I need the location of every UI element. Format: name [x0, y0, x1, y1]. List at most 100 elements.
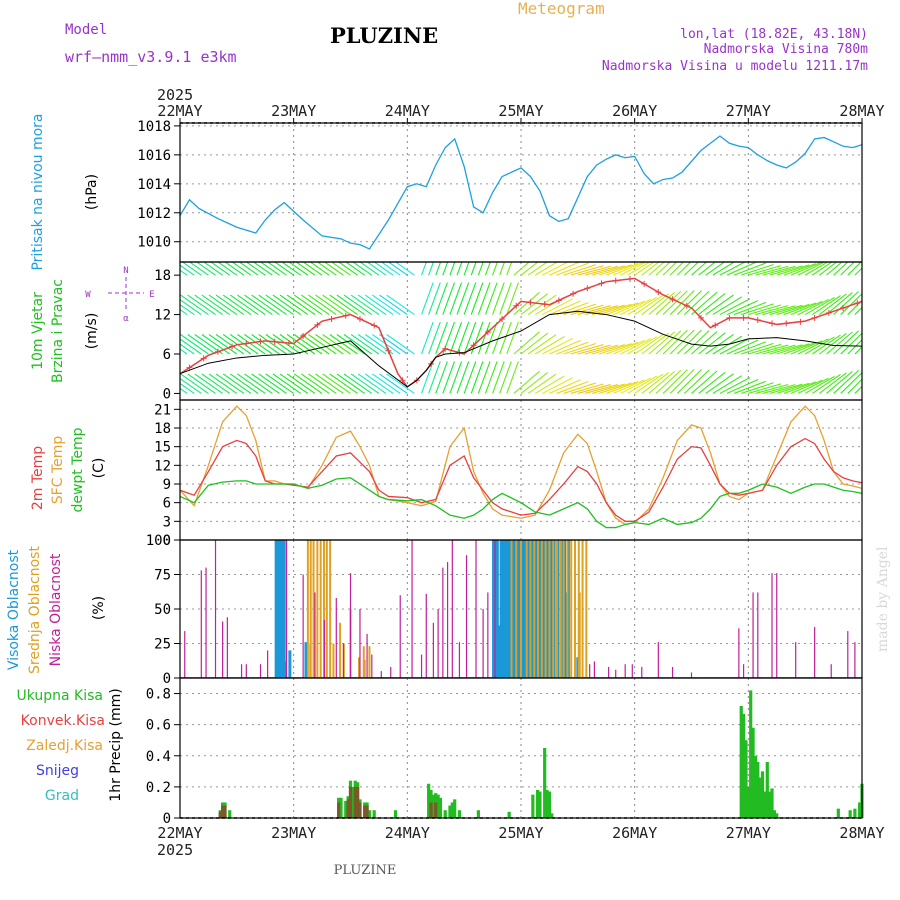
wind-barb [258, 294, 287, 316]
wind-barb [762, 384, 796, 394]
cloud-mid-bar [566, 540, 569, 678]
wind-barb [286, 373, 316, 394]
wind-barb [790, 379, 823, 394]
precip-total-bar [339, 797, 343, 818]
cloud-mid-bar [573, 540, 576, 678]
wind-barb [244, 373, 273, 394]
precip-total-bar [772, 810, 776, 818]
wind-barb [826, 331, 853, 355]
wind-barb [421, 321, 434, 355]
date-top-label: 23MAY [271, 102, 316, 120]
wind-barb [726, 339, 759, 355]
wind-gust-marker [683, 302, 690, 309]
cloud-mid-bar [332, 643, 335, 678]
cloud-mid-bar [581, 540, 584, 678]
precip-total-bar [545, 790, 549, 818]
wind-barb [286, 334, 316, 355]
wind-barb [210, 262, 231, 276]
cloud-high-bar [283, 661, 287, 678]
wind-gust-marker [598, 280, 605, 287]
wind-barb [783, 302, 817, 316]
cloud-low-bar [854, 642, 856, 678]
wind-barb [272, 373, 302, 394]
wind-gust-marker [300, 333, 307, 340]
wind-barb [258, 334, 287, 355]
wind-barb [861, 313, 862, 315]
wind-barb [344, 262, 366, 276]
cloud-high-bar [492, 540, 496, 678]
wind-barb [477, 361, 491, 394]
precip-total-bar [760, 771, 765, 818]
cloud-tick-label: 0 [163, 671, 171, 687]
precip-total-bar [535, 790, 540, 818]
cloud-high-bar [278, 540, 282, 678]
wind-barb [265, 334, 294, 355]
cloud-low-bar [226, 617, 228, 678]
wind-barb [463, 282, 477, 315]
lonlat-label: lon,lat (18.82E, 43.18N) [680, 27, 868, 42]
wind-barb [470, 262, 477, 276]
wind-barb [350, 373, 380, 394]
cloud-low-bar [830, 664, 832, 678]
wind-barb [684, 290, 710, 315]
wind-gust-marker [641, 280, 648, 287]
cloud-low-bar [349, 573, 352, 678]
wind-barb [201, 294, 231, 316]
wind-barb [762, 265, 796, 276]
wind-barb [456, 282, 470, 315]
cloud-low-bar [847, 631, 849, 678]
wind-barb [322, 373, 351, 394]
cloud-mid-bar [525, 540, 528, 678]
precip-total-bar [770, 788, 774, 818]
cloud-mid-bar [537, 540, 540, 678]
wind-barb [847, 378, 862, 394]
wind-barb [613, 340, 645, 355]
temperature-tick-label: 15 [154, 440, 171, 456]
wind-barb [620, 338, 652, 355]
wind-barb [769, 265, 803, 276]
wind-barb [534, 375, 565, 394]
wind-unit: (m/s) [84, 313, 100, 350]
wind-barb [301, 373, 330, 394]
precip-tick-label: 0.4 [146, 749, 171, 765]
wind-barb [854, 267, 862, 276]
wind-barb [208, 373, 238, 394]
precip-convective-bar [363, 805, 367, 818]
wind-barb [790, 300, 823, 316]
wind-barb [811, 295, 841, 316]
wind-barb [435, 282, 448, 315]
wind-barb [534, 336, 565, 355]
wind-barb [570, 383, 604, 394]
wind-label-2: Brzina i Pravac [50, 279, 66, 383]
wind-barb [549, 300, 581, 316]
cloud-low-bar [323, 620, 326, 678]
wind-barb [520, 332, 549, 355]
wind-barb [577, 384, 611, 394]
wind-barb [187, 334, 216, 355]
wind-barb [691, 331, 718, 355]
wind-barb [336, 334, 366, 355]
cloud-low-bar [437, 609, 439, 678]
cloud-low-bar [267, 650, 269, 678]
wind-barb [591, 304, 625, 316]
wind-gust-marker [797, 318, 804, 325]
pressure-label: Pritisak na nivou mora [30, 113, 46, 270]
wind-barb [691, 262, 708, 276]
cloud-mid-bar [555, 540, 558, 678]
wind-gust-marker [271, 338, 278, 345]
wind-barb [456, 262, 463, 276]
date-bottom-label: 25MAY [498, 824, 543, 842]
wind-barb [386, 334, 415, 355]
wind-barb [698, 332, 726, 355]
wind-gust-marker [257, 338, 264, 345]
wind-barb [797, 338, 829, 355]
footer-title: PLUZINE [334, 863, 397, 878]
wind-barb [513, 262, 530, 276]
precip-tick-label: 0.6 [146, 718, 171, 734]
cloud-high-bar [538, 540, 542, 678]
wind-barb [684, 330, 710, 355]
cloud-low-bar [380, 671, 382, 678]
cloud-low-bar [752, 592, 754, 678]
pressure-panel: 1010 1012 1014 1016 1018 [137, 119, 863, 262]
cloud-mid-bar [309, 643, 312, 678]
